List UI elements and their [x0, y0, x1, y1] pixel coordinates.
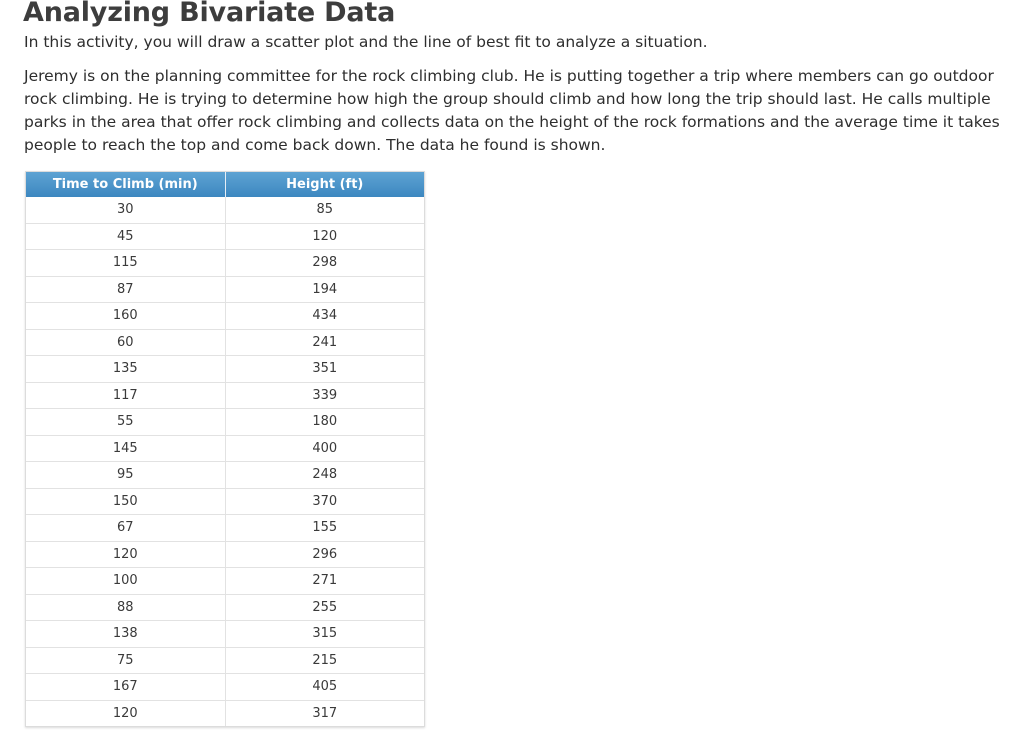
- data-table-container: Time to Climb (min) Height (ft) 30 85 45 12…: [25, 171, 425, 727]
- table-row: 150 370: [26, 487, 424, 515]
- time-cell: 75: [26, 646, 226, 674]
- table-body: 30 85 45 120 115 298 87 194 160 434 60 241 135 351 117…: [26, 197, 424, 726]
- table-row: 100 271: [26, 567, 424, 594]
- page-title: Analyzing Bivariate Data: [23, 0, 396, 28]
- height-cell: 400: [225, 434, 424, 462]
- height-cell: 271: [225, 567, 424, 594]
- time-cell: 45: [26, 222, 226, 250]
- table-row: 60 241: [26, 328, 424, 356]
- table-row: 160 434: [26, 302, 424, 329]
- time-cell: 135: [26, 355, 226, 382]
- table-row: 45 120: [26, 222, 424, 250]
- time-cell: 150: [26, 487, 226, 515]
- table-row: 135 351: [26, 355, 424, 382]
- height-cell: 155: [225, 514, 424, 541]
- time-cell: 167: [26, 673, 226, 700]
- climb-data-table: Time to Climb (min) Height (ft) 30 85 45 12…: [26, 172, 424, 726]
- table-header: Time to Climb (min) Height (ft): [26, 172, 424, 197]
- height-cell: 351: [225, 355, 424, 382]
- height-cell: 298: [225, 249, 424, 276]
- time-cell: 160: [26, 302, 226, 329]
- time-cell: 67: [26, 514, 226, 541]
- table-row: 115 298: [26, 249, 424, 276]
- time-cell: 115: [26, 249, 226, 276]
- time-cell: 117: [26, 381, 226, 409]
- table-row: 120 317: [26, 699, 424, 726]
- table-row: 30 85: [26, 197, 424, 223]
- height-cell: 194: [225, 275, 424, 303]
- height-cell: 434: [225, 302, 424, 329]
- intro-text: In this activity, you will draw a scatte…: [24, 33, 708, 51]
- time-cell: 60: [26, 328, 226, 356]
- table-row: 75 215: [26, 646, 424, 674]
- table-row: 55 180: [26, 408, 424, 435]
- height-cell: 85: [316, 202, 334, 218]
- height-cell: 405: [225, 673, 424, 700]
- activity-content: Analyzing Bivariate Data In this activit…: [23, 0, 1009, 157]
- height-cell: 315: [225, 620, 424, 647]
- time-cell: 30: [26, 197, 226, 223]
- time-cell: 120: [26, 540, 226, 568]
- time-cell: 120: [26, 699, 226, 726]
- table-row: 138 315: [26, 620, 424, 647]
- table-row: 88 255: [26, 593, 424, 621]
- scenario-text: Jeremy is on the planning committee for …: [24, 67, 1000, 154]
- height-cell: 370: [225, 487, 424, 515]
- time-cell: 138: [26, 620, 226, 647]
- height-cell: 255: [225, 593, 424, 621]
- height-cell: 120: [225, 222, 424, 250]
- time-cell: 95: [26, 461, 226, 488]
- column-header-height: Height (ft): [225, 172, 424, 197]
- time-cell: 87: [26, 275, 226, 303]
- time-cell: 100: [26, 567, 226, 594]
- table-row: 67 155: [26, 514, 424, 541]
- height-cell: 339: [225, 381, 424, 409]
- table-row: 120 296: [26, 540, 424, 568]
- height-cell: 317: [225, 699, 424, 726]
- table-row: 117 339: [26, 381, 424, 409]
- table-row: 167 405: [26, 673, 424, 700]
- time-cell: 88: [26, 593, 226, 621]
- table-header-row: Time to Climb (min) Height (ft): [26, 172, 424, 197]
- time-cell: 55: [26, 408, 226, 435]
- table-row: 87 194: [26, 275, 424, 303]
- height-cell: 241: [225, 328, 424, 356]
- table-row: 95 248: [26, 461, 424, 488]
- height-cell: 215: [225, 646, 424, 674]
- column-header-time: Time to Climb (min): [26, 172, 226, 197]
- time-cell: 145: [26, 434, 226, 462]
- height-cell: 296: [225, 540, 424, 568]
- table-row: 145 400: [26, 434, 424, 462]
- height-cell: 180: [225, 408, 424, 435]
- height-cell: 248: [225, 461, 424, 488]
